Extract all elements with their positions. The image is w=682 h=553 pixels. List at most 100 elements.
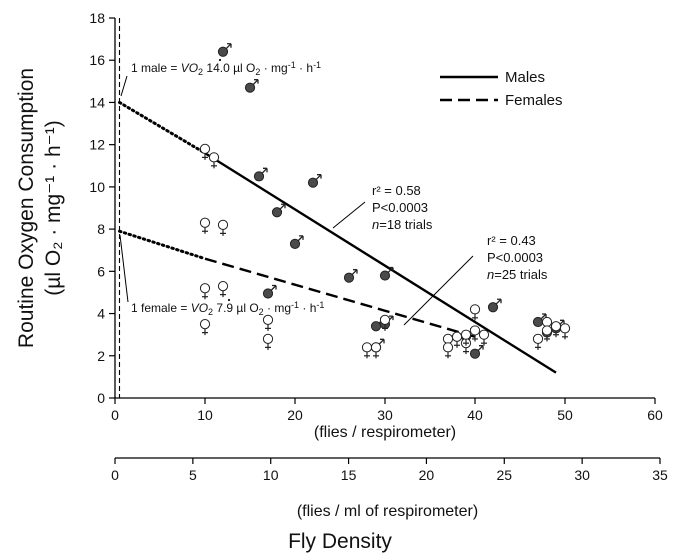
female-data-point (199, 217, 211, 234)
male-data-point (469, 345, 484, 359)
female-data-point (361, 342, 373, 359)
y-tick-label: 4 (97, 306, 105, 322)
female-stats-leader (403, 255, 474, 326)
female-intercept-label: 1 female = VO2 7.9 µl O2 · mg-1 · h-1 (131, 300, 324, 317)
y-axis-title-line2: (µl O₂ · mg⁻¹ · h⁻¹) (42, 120, 65, 295)
male-symbol-arrow (279, 203, 286, 210)
female-marker (262, 314, 274, 325)
y-tick-label: 18 (89, 10, 105, 26)
x-axis-main-title: Fly Density (288, 530, 392, 553)
male-symbol-head (380, 338, 385, 344)
male-data-point (253, 167, 268, 182)
female-vdot (227, 298, 231, 302)
female-data-point (478, 329, 490, 346)
x-tick-label: 50 (557, 407, 573, 423)
x2-tick-label: 0 (111, 467, 119, 483)
male-symbol-arrow (477, 345, 484, 352)
x2-tick-label: 15 (341, 467, 357, 483)
female-marker (217, 281, 229, 292)
female-marker (199, 283, 211, 294)
male-stats-r2: r² = 0.58 (372, 183, 421, 198)
male-data-point (244, 79, 259, 93)
legend-males-label: Males (505, 69, 545, 86)
female-marker (361, 342, 373, 353)
y-axis-title-line1: Routine Oxygen Consumption (15, 68, 38, 348)
female-data-point (532, 333, 544, 350)
male-marker (469, 348, 481, 359)
female-data-point (469, 325, 481, 342)
male-marker (271, 207, 283, 218)
male-marker (379, 270, 391, 281)
female-marker (208, 152, 220, 163)
x-tick-label: 20 (287, 407, 303, 423)
male-symbol-head (281, 203, 286, 209)
female-data-point (217, 281, 229, 298)
female-data-point (370, 342, 382, 359)
female-data-point (199, 283, 211, 300)
female-marker (541, 316, 553, 328)
female-data-point (460, 338, 472, 355)
x-axis-title: (flies / respirometer) (314, 424, 456, 441)
male-symbol-arrow (225, 43, 232, 50)
female-marker (478, 329, 490, 340)
x2-tick-label: 5 (189, 467, 197, 483)
male-symbol-head (497, 298, 502, 304)
male-symbol-head (263, 167, 268, 173)
male-data-point (217, 43, 232, 57)
female-marker (199, 319, 211, 330)
male-symbol-arrow (351, 269, 358, 276)
male-data-point (307, 174, 322, 188)
male-symbol-head (389, 266, 394, 272)
y-tick-label: 10 (89, 179, 105, 195)
male-symbol-head (227, 43, 232, 48)
y-tick-label: 0 (97, 390, 105, 406)
y-tick-label: 12 (89, 137, 105, 153)
female-marker (451, 331, 463, 342)
x-tick-label: 40 (467, 407, 483, 423)
female-data-point (550, 321, 562, 338)
female-data-point (541, 325, 553, 342)
male-marker (343, 272, 355, 283)
female-data-point (559, 323, 571, 340)
x-tick-label: 0 (111, 407, 119, 423)
male-symbol-arrow (495, 298, 502, 305)
male-symbol-head (353, 269, 358, 274)
male-intercept-leader (120, 75, 128, 97)
male-marker (217, 46, 229, 57)
male-data-point (289, 235, 304, 249)
x2-tick-label: 25 (496, 467, 512, 483)
female-fit-extrapolation (118, 229, 207, 261)
female-data-point (262, 314, 274, 331)
male-stats-p: P<0.0003 (372, 200, 428, 215)
female-data-point (460, 329, 472, 346)
male-data-point (271, 203, 286, 218)
male-data-point (343, 269, 358, 283)
female-data-point (217, 219, 229, 236)
female-marker (559, 323, 571, 334)
y-tick-label: 8 (97, 221, 105, 237)
male-symbol-head (254, 79, 259, 84)
x2-tick-label: 35 (652, 467, 668, 483)
x-tick-label: 60 (647, 407, 663, 423)
male-symbol-arrow (297, 235, 304, 242)
male-symbol-arrow (261, 167, 268, 174)
y-tick-label: 6 (97, 263, 105, 279)
female-data-point (199, 143, 211, 160)
male-symbol-head (389, 315, 394, 321)
y-tick-label: 14 (89, 94, 105, 110)
female-marker (550, 321, 562, 332)
x2-tick-label: 10 (263, 467, 279, 483)
female-data-point (199, 319, 211, 336)
female-data-point (469, 304, 481, 321)
x2-tick-label: 30 (574, 467, 590, 483)
female-marker (442, 333, 454, 344)
male-intercept-label: 1 male = VO2 14.0 µl O2 · mg-1 · h-1 (131, 60, 321, 77)
male-data-point (487, 298, 502, 313)
female-intercept-leader (119, 234, 129, 303)
male-data-point (262, 284, 277, 299)
male-symbol-arrow (540, 313, 547, 320)
female-stats-r2: r² = 0.43 (487, 233, 536, 248)
male-fit-line (204, 152, 557, 374)
x-tick-label: 30 (377, 407, 393, 423)
